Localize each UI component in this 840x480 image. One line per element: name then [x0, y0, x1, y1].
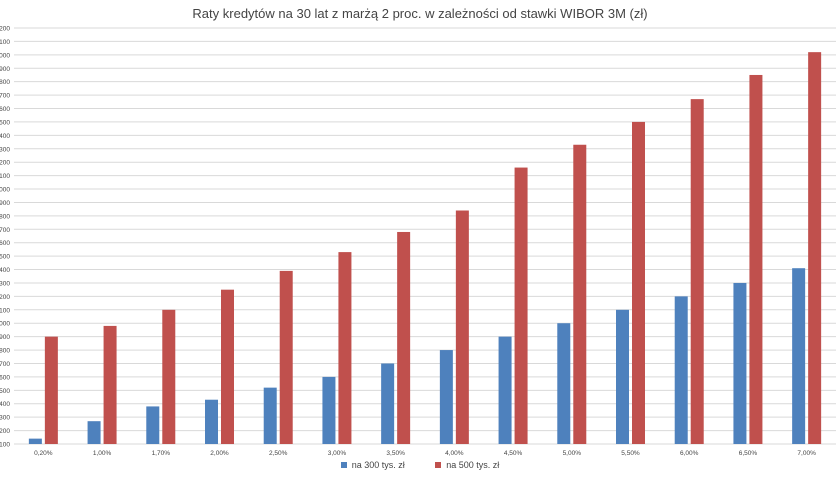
y-tick-label: 2700: [0, 227, 10, 234]
bar-500: [632, 121, 645, 444]
y-tick-label: 2600: [0, 240, 10, 247]
x-tick-label: 3,50%: [386, 450, 405, 457]
x-tick-label: 4,00%: [445, 450, 464, 457]
y-tick-label: 1800: [0, 348, 10, 355]
y-tick-label: 1700: [0, 361, 10, 368]
y-tick-label: 2100: [0, 307, 10, 314]
y-tick-label: 3400: [0, 133, 10, 140]
chart-title: Raty kredytów na 30 lat z marżą 2 proc. …: [192, 6, 648, 21]
y-tick-label: 3900: [0, 66, 10, 73]
legend-item-500: na 500 tys. zł: [435, 460, 499, 470]
legend-swatch-300: [340, 462, 347, 468]
y-tick-label: 4000: [0, 52, 10, 59]
y-tick-label: 3100: [0, 173, 10, 180]
y-tick-label: 2400: [0, 267, 10, 274]
legend-swatch-500: [435, 462, 442, 468]
bar-500: [221, 289, 234, 444]
bar-500: [808, 52, 822, 444]
y-tick-label: 3600: [0, 106, 10, 113]
bar-300: [146, 406, 160, 444]
y-tick-label: 1900: [0, 334, 10, 341]
legend-label-300: na 300 tys. zł: [351, 460, 405, 470]
y-tick-label: 1100: [0, 442, 10, 449]
bar-300: [263, 387, 277, 444]
bar-500: [397, 231, 411, 444]
bar-500: [690, 99, 704, 444]
legend-item-300: na 300 tys. zł: [340, 460, 405, 470]
x-tick-label: 2,00%: [210, 450, 229, 457]
bar-500: [338, 252, 352, 444]
y-tick-label: 4100: [0, 39, 10, 46]
x-tick-label: 0,20%: [34, 450, 53, 457]
bar-300: [792, 268, 806, 444]
y-tick-label: 3300: [0, 146, 10, 153]
y-tick-label: 1600: [0, 374, 10, 381]
bar-300: [674, 296, 688, 444]
x-tick-label: 7,00%: [797, 450, 816, 457]
y-tick-label: 1300: [0, 415, 10, 422]
x-tick-label: 6,00%: [680, 450, 699, 457]
y-tick-label: 3800: [0, 79, 10, 86]
y-tick-label: 2900: [0, 200, 10, 207]
bar-300: [498, 336, 512, 444]
bar-300: [87, 421, 101, 444]
x-tick-label: 2,50%: [269, 450, 288, 457]
bar-500: [162, 309, 176, 444]
bar-300: [557, 323, 571, 444]
legend-label-500: na 500 tys. zł: [446, 460, 500, 470]
bar-500: [44, 336, 58, 444]
bar-300: [381, 363, 395, 444]
y-tick-label: 1400: [0, 401, 10, 408]
chart-legend: na 300 tys. zł na 500 tys. zł: [0, 460, 840, 470]
bar-500: [573, 144, 587, 444]
y-tick-label: 3000: [0, 187, 10, 194]
y-tick-label: 1500: [0, 388, 10, 395]
y-tick-label: 3700: [0, 93, 10, 100]
y-tick-label: 3200: [0, 160, 10, 167]
y-tick-label: 3500: [0, 119, 10, 126]
y-tick-label: 2200: [0, 294, 10, 301]
x-tick-label: 1,70%: [152, 450, 171, 457]
bar-300: [28, 438, 42, 444]
x-tick-label: 4,50%: [504, 450, 523, 457]
y-tick-label: 2800: [0, 213, 10, 220]
bar-500: [103, 325, 117, 444]
bar-300: [205, 399, 218, 444]
x-tick-label: 6,50%: [739, 450, 758, 457]
bar-300: [322, 376, 336, 444]
bar-500: [749, 74, 763, 444]
x-tick-label: 1,00%: [93, 450, 112, 457]
bar-500: [455, 210, 469, 444]
y-tick-label: 1200: [0, 428, 10, 435]
y-tick-label: 2500: [0, 254, 10, 261]
x-tick-label: 3,00%: [328, 450, 347, 457]
x-tick-label: 5,00%: [563, 450, 582, 457]
bar-300: [733, 282, 747, 444]
y-tick-label: 2300: [0, 280, 10, 287]
bar-300: [439, 350, 453, 444]
bar-500: [279, 270, 293, 444]
y-tick-label: 4200: [0, 26, 10, 33]
bar-300: [616, 309, 629, 444]
bar-500: [514, 167, 528, 445]
x-tick-label: 5,50%: [621, 450, 640, 457]
